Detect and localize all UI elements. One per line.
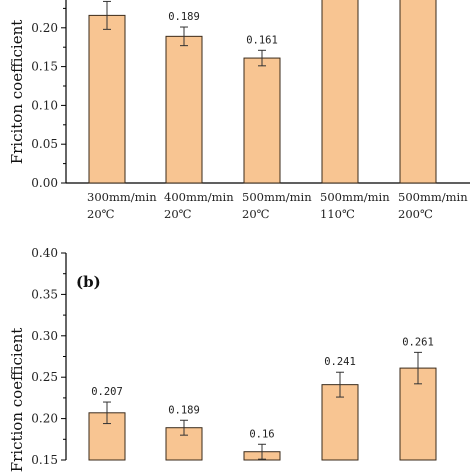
y-tick-label: 0.40	[31, 246, 58, 260]
x-tick-label: 500mm/min	[398, 190, 468, 204]
data-label: 0.189	[168, 404, 200, 416]
y-tick-label: 0.30	[31, 329, 58, 343]
data-label: 0.241	[324, 356, 356, 368]
y-tick-label: 0.15	[31, 60, 58, 74]
data-label: 0.261	[402, 336, 434, 348]
bar	[243, 57, 281, 184]
x-tick-label: 500mm/min	[242, 190, 312, 204]
bar	[88, 412, 126, 461]
bar	[165, 427, 203, 461]
data-label: 0.161	[246, 34, 278, 46]
bar	[399, 0, 437, 184]
y-tick-label: 0.20	[31, 21, 58, 35]
data-label: 0.207	[91, 386, 123, 398]
x-tick-label: 300mm/min	[87, 190, 157, 204]
bar	[165, 35, 203, 184]
chart-panel-2: 0.15 0.20 0.25 0.30 0.35 0.40 0.207 0.189 0.16 0.…	[8, 246, 437, 473]
y-tick-label: 0.15	[31, 453, 58, 467]
chart-panel-1: 0.000.050.100.150.200.250.1890.161300mm/…	[8, 0, 470, 221]
y-tick-label: 0.20	[31, 412, 58, 426]
y-tick-label: 0.35	[31, 287, 58, 301]
y-tick-label: 0.10	[31, 98, 58, 112]
x-tick-label: 200℃	[398, 207, 433, 221]
x-tick-label: 20℃	[164, 207, 192, 221]
bar	[321, 0, 359, 184]
data-label: 0.189	[168, 11, 200, 23]
x-tick-label: 500mm/min	[320, 190, 390, 204]
y-axis-title: Friciton coefficient	[8, 20, 26, 165]
bar	[88, 14, 126, 184]
panel-label: (b)	[76, 273, 101, 291]
y-tick-label: 0.05	[31, 137, 58, 151]
y-tick-label: 0.25	[31, 370, 58, 384]
x-tick-label: 110℃	[320, 207, 355, 221]
y-axis-title: Friction coefficient	[8, 328, 26, 473]
x-tick-label: 20℃	[242, 207, 270, 221]
data-label: 0.16	[249, 428, 274, 440]
y-tick-label: 0.00	[31, 176, 58, 190]
x-tick-label: 400mm/min	[164, 190, 234, 204]
x-tick-label: 20℃	[87, 207, 115, 221]
